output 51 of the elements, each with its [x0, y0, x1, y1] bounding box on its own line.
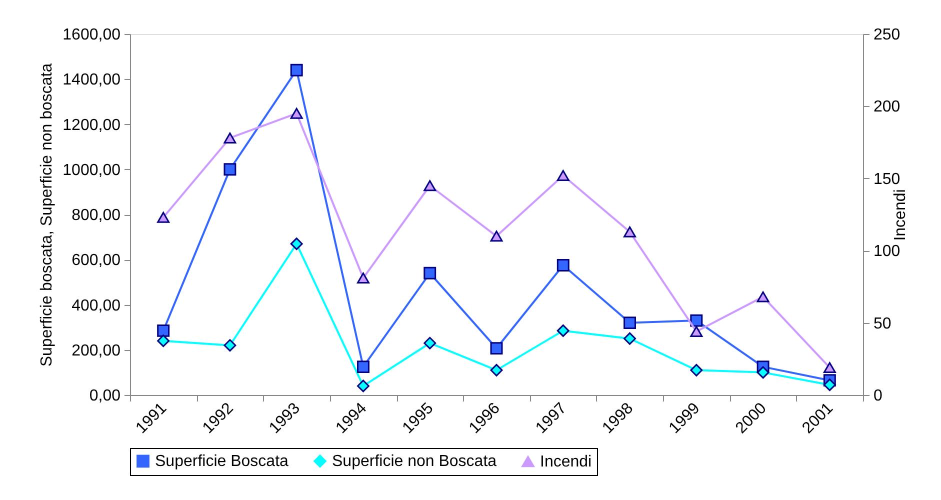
y2-tick-label: 50 — [874, 315, 892, 332]
y-tick-label: 0,00 — [89, 388, 121, 404]
y-tick-label: 800,00 — [72, 207, 121, 224]
point — [290, 238, 303, 250]
y2-tick-label: 100 — [874, 243, 900, 260]
point — [424, 266, 436, 280]
point — [624, 316, 636, 330]
point — [490, 342, 503, 355]
point — [224, 132, 236, 144]
y-axis-title: Superficie boscata, Superficie non boscata — [38, 63, 56, 367]
y-tick-label: 1600,00 — [62, 26, 121, 44]
point — [556, 170, 570, 182]
y2-tick-label: 150 — [874, 170, 900, 188]
y-tick-label: 200,00 — [72, 342, 121, 360]
point — [756, 366, 770, 379]
point — [424, 180, 436, 192]
point — [556, 324, 570, 337]
point — [157, 212, 170, 223]
point — [690, 364, 703, 376]
point — [690, 314, 703, 327]
y-tick-label: 400,00 — [72, 297, 121, 314]
y-tick-label: 1000,00 — [62, 162, 121, 179]
point — [624, 332, 636, 345]
point — [690, 326, 703, 337]
point — [823, 378, 836, 392]
point — [490, 364, 503, 376]
legend-label: Superficie Boscata — [155, 453, 289, 470]
point — [157, 334, 170, 348]
point — [556, 259, 570, 272]
point — [624, 226, 636, 238]
y2-tick-label: 0 — [874, 388, 882, 404]
point — [490, 230, 503, 242]
point — [290, 64, 303, 76]
y2-tick-label: 200 — [874, 98, 900, 116]
point — [224, 339, 236, 352]
point — [157, 324, 170, 337]
legend-label: Superficie non Boscata — [332, 453, 497, 470]
legend-label: Incendi — [540, 454, 592, 470]
point — [823, 362, 836, 374]
point — [357, 272, 370, 284]
point — [357, 360, 370, 374]
point — [290, 108, 303, 119]
y-tick-label: 1400,00 — [62, 72, 121, 89]
y-tick-label: 600,00 — [72, 252, 121, 270]
point — [224, 163, 236, 176]
point — [424, 336, 436, 350]
point — [357, 380, 370, 392]
y2-axis-title: Incendi — [892, 189, 910, 241]
y-tick-label: 1200,00 — [62, 116, 121, 134]
point — [756, 291, 770, 302]
y2-tick-label: 250 — [874, 26, 900, 44]
